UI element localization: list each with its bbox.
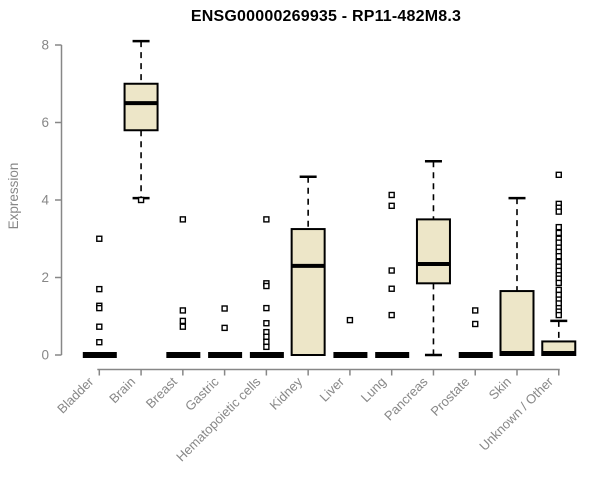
outlier-point [263, 282, 270, 290]
box-collapsed-0 [82, 352, 117, 358]
outlier-point [96, 339, 103, 346]
outlier-point [472, 320, 479, 328]
outlier-point [472, 307, 479, 314]
box-8 [415, 218, 451, 285]
outlier-point [388, 311, 395, 319]
x-tick-label: Bladder [54, 374, 97, 417]
outlier-point [179, 307, 187, 314]
outlier-point [263, 216, 270, 223]
outlier-point [179, 317, 187, 325]
outlier-point [96, 235, 103, 242]
box-collapsed-7 [375, 352, 410, 358]
y-tick-label: 8 [41, 38, 49, 53]
box-collapsed-6 [333, 352, 368, 358]
outlier-point [263, 333, 270, 340]
outlier-point [555, 229, 562, 237]
outlier-point [179, 216, 187, 223]
outlier-point [555, 311, 562, 319]
x-tick-label: Lung [358, 374, 389, 405]
x-tick-label: Liver [317, 374, 348, 405]
x-tick-label: Pancreas [381, 374, 431, 424]
outlier-point [263, 338, 270, 346]
y-tick-label: 4 [41, 193, 49, 208]
outlier-point [555, 286, 562, 294]
outlier-point [137, 196, 145, 204]
chart-title: ENSG00000269935 - RP11-482M8.3 [190, 8, 462, 25]
box-collapsed-4 [249, 352, 284, 358]
box-collapsed-2 [166, 352, 201, 358]
outlier-point [221, 305, 228, 312]
outlier-point [555, 171, 562, 179]
outlier-point [555, 223, 562, 231]
outlier-point [96, 285, 103, 293]
x-tick-label: Brain [106, 374, 138, 406]
y-tick-label: 2 [41, 270, 49, 285]
box-1 [123, 82, 159, 132]
x-tick-label: Breast [143, 374, 180, 411]
outlier-point [263, 304, 270, 312]
outlier-point [263, 320, 270, 327]
outlier-point [555, 208, 562, 215]
x-tick-label: Unknown / Other [476, 374, 556, 454]
outlier-point [388, 202, 395, 210]
box-collapsed-3 [208, 352, 243, 358]
outlier-point [346, 316, 354, 324]
box-10 [499, 290, 535, 356]
x-tick-label: Prostate [428, 374, 473, 419]
outlier-point [388, 285, 395, 292]
y-tick-label: 0 [41, 348, 49, 363]
outlier-point [388, 267, 395, 274]
outlier-point [179, 323, 187, 330]
x-tick-label: Kidney [267, 374, 306, 413]
outlier-point [221, 324, 228, 332]
outlier-point [555, 239, 562, 246]
x-tick-label: Gastric [182, 374, 222, 414]
outlier-point [555, 252, 562, 260]
box-5 [290, 228, 326, 356]
outlier-point [96, 304, 103, 312]
outlier-point [263, 343, 270, 351]
x-tick-label: Skin [486, 374, 514, 402]
outlier-point [96, 323, 103, 330]
y-tick-label: 6 [41, 115, 49, 130]
outlier-point [555, 279, 562, 287]
box-collapsed-9 [458, 352, 493, 358]
outlier-point [388, 191, 395, 199]
